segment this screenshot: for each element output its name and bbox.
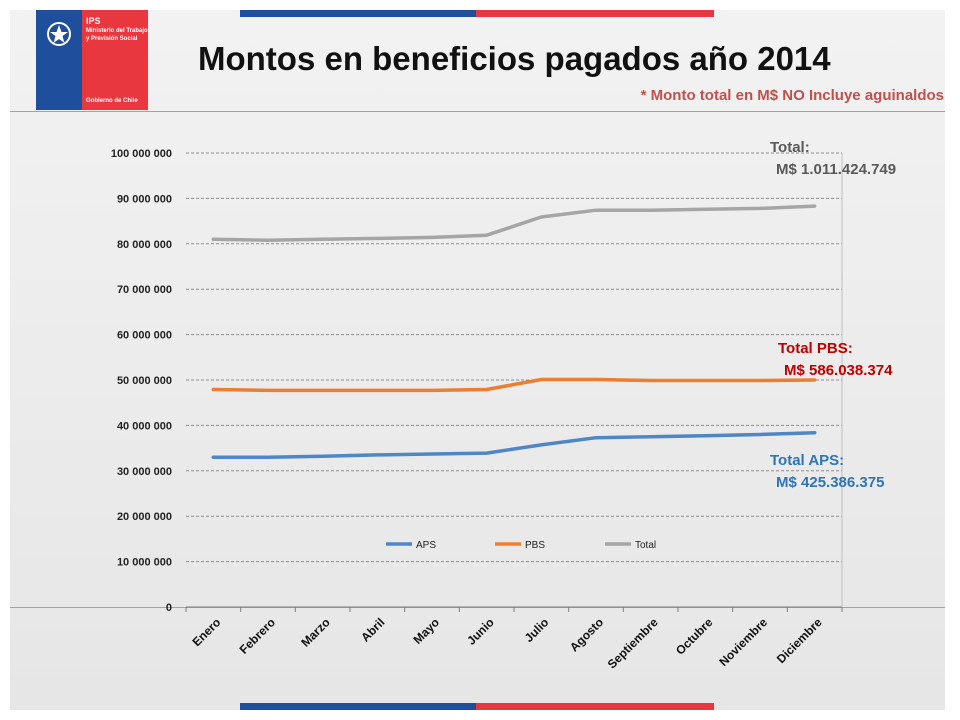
y-tick-label: 90 000 000 [117,193,172,205]
y-tick-label: 40 000 000 [117,420,172,432]
x-tick-label: Octubre [673,615,716,658]
footnote-aguinaldos: * Monto total en M$ NO Incluye aguinaldo… [640,87,944,104]
x-tick-label: Junio [464,615,497,648]
annotation-total-label: Total: [770,139,810,156]
top-flag-bar-blue [240,10,476,17]
y-tick-label: 60 000 000 [117,330,172,342]
x-tick-label: Febrero [237,615,278,656]
page-title: Montos en beneficios pagados año 2014 [198,40,831,77]
bottom-flag-bar-blue [240,703,476,710]
y-tick-label: 30 000 000 [117,466,172,478]
y-tick-label: 20 000 000 [117,511,172,523]
logo-text-gobierno: Gobierno de Chile [86,98,138,104]
x-tick-label: Mayo [411,615,443,647]
y-tick-label: 0 [166,602,172,614]
series-line-total [211,204,817,242]
annotation-aps-label: Total APS: [770,452,845,469]
x-tick-label: Abril [358,615,387,644]
y-tick-label: 80 000 000 [117,239,172,251]
legend-label-aps: APS [416,540,436,551]
y-tick-label: 50 000 000 [117,375,172,387]
annotation-total-value: M$ 1.011.424.749 [776,161,897,178]
annotation-aps-value: M$ 425.386.375 [776,474,885,491]
top-flag-bar-red [476,10,714,17]
legend-label-total: Total [635,540,656,551]
x-tick-label: Diciembre [774,615,825,666]
logo-text-prevision: y Previsión Social [86,36,138,42]
x-tick-label: Julio [522,615,552,645]
gobierno-logo: IPS Ministerio del Trabajo y Previsión S… [36,10,148,110]
x-tick-label: Marzo [298,615,332,649]
annotation-aps: Total APS: M$ 425.386.375 [770,450,884,494]
annotation-pbs-value: M$ 586.038.374 [784,362,893,379]
annotation-pbs: Total PBS: M$ 586.038.374 [778,338,892,382]
logo-text-ministerio: Ministerio del Trabajo [86,28,148,34]
logo-text-ips: IPS [86,16,101,26]
y-tick-label: 10 000 000 [117,557,172,569]
slide-background [10,10,945,710]
x-tick-label: Septiembre [605,615,661,671]
series-line-pbs [211,377,817,393]
header-divider [10,111,945,112]
legend-label-pbs: PBS [525,540,545,551]
x-tick-label: Noviembre [716,615,770,669]
annotation-total: Total: M$ 1.011.424.749 [770,137,896,181]
coat-of-arms-icon [47,22,71,46]
bottom-flag-bar-red [476,703,714,710]
y-tick-label: 70 000 000 [117,284,172,296]
logo-red-panel [82,10,148,110]
y-tick-label: 100 000 000 [111,148,172,160]
x-tick-label: Agosto [567,615,606,654]
x-tick-label: Enero [190,615,224,649]
series-line-aps [211,430,817,459]
annotation-pbs-label: Total PBS: [778,340,853,357]
